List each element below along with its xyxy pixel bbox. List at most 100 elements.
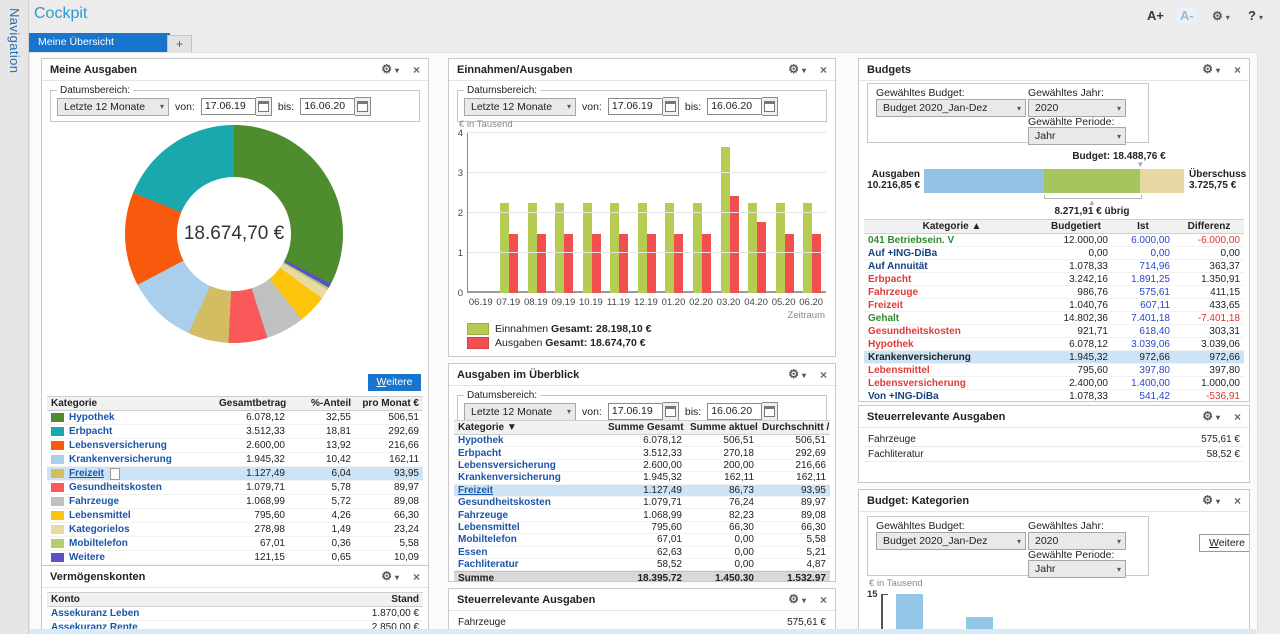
table-row[interactable]: Erbpacht 3.242,16 1.891,25 1.350,91 [864,273,1244,286]
table-row[interactable]: Hypothek 6.078,12 3.039,06 3.039,06 [864,338,1244,351]
table-row[interactable]: Freizeit 1.040,76 607,11 433,65 [864,299,1244,312]
date-preset-select[interactable]: Letzte 12 Monate ▾ [464,402,576,421]
ausgaben-bar[interactable] [757,222,767,293]
bis-date-value[interactable]: 16.06.20 [707,98,763,115]
list-item[interactable]: Fahrzeuge 575,61 € [454,615,830,630]
close-icon[interactable]: × [1233,493,1241,508]
calendar-button[interactable] [662,97,679,116]
category-link[interactable]: Erbpacht [69,426,113,437]
budget-select[interactable]: Budget 2020_Jan-Dez ▾ [876,532,1026,550]
einnahmen-bar[interactable] [637,203,647,293]
table-row[interactable]: Fahrzeuge 1.068,99 82,23 89,08 [454,509,830,522]
list-item[interactable]: Fahrzeuge 575,61 € [864,432,1244,447]
category-link[interactable]: Fahrzeuge [868,286,919,298]
bis-date-value[interactable]: 16.06.20 [300,98,356,115]
table-row[interactable]: Freizeit 1.127,49 86,73 93,95 [454,484,830,497]
close-icon[interactable]: × [412,62,420,77]
table-row[interactable]: Freizeit 1.127,49 6,04 93,95 [47,467,423,481]
table-row[interactable]: Fahrzeuge 986,76 575,61 411,15 [864,286,1244,299]
category-link[interactable]: Mobiltelefon [69,538,128,549]
account-link[interactable]: Assekuranz Rente [51,622,138,633]
font-decrease-button[interactable]: A- [1177,8,1197,23]
table-row[interactable]: Hypothek 6.078,12 32,55 506,51 [47,411,423,425]
category-link[interactable]: Hypothek [868,338,914,350]
add-tab-button[interactable]: + [167,35,192,53]
panel-settings-button[interactable]: ⚙ ▾ [788,593,806,606]
category-link[interactable]: Von +ING-DiBa [868,390,939,402]
table-row[interactable]: Krankenversicherung 1.945,32 972,66 972,66 [864,351,1244,364]
list-item[interactable]: Fachliteratur 58,52 € [864,447,1244,462]
category-link[interactable]: Krankenversicherung [868,351,971,363]
column-header[interactable]: Durchschnitt / Mo... [762,422,830,433]
year-select[interactable]: 2020 ▾ [1028,99,1126,117]
panel-settings-button[interactable]: ⚙ ▾ [381,63,399,76]
table-row[interactable]: Mobiltelefon 67,01 0,36 5,58 [47,537,423,551]
close-icon[interactable]: × [1233,62,1241,77]
column-header[interactable]: Kategorie ▲ [922,221,982,232]
table-row[interactable]: Lebensmittel 795,60 66,30 66,30 [454,521,830,535]
table-row[interactable]: Krankenversicherung 1.945,32 162,11 162,11 [454,472,830,485]
table-row[interactable]: Hypothek 6.078,12 506,51 506,51 [454,435,830,448]
category-link[interactable]: Lebensmittel [69,510,131,521]
category-link[interactable]: Gesundheitskosten [69,482,162,493]
category-link[interactable]: Lebensversicherung [868,377,966,389]
category-link[interactable]: Fahrzeuge [458,509,509,521]
column-header[interactable]: %-Anteil [311,398,351,409]
table-row[interactable]: Auf Annuität 1.078,33 714,96 363,37 [864,260,1244,273]
ausgaben-bar[interactable] [812,234,822,293]
einnahmen-bar[interactable] [720,147,730,293]
column-header[interactable]: Kategorie ▼ [458,422,517,433]
weitere-button[interactable]: Weitere [1199,534,1249,552]
einnahmen-bar[interactable] [610,203,620,293]
table-row[interactable]: Assekuranz Rente 2.850,00 € [47,621,423,634]
category-link[interactable]: Fahrzeuge [69,496,120,507]
category-link[interactable]: Krankenversicherung [458,472,561,484]
calendar-button[interactable] [762,402,779,421]
table-row[interactable]: Gesundheitskosten 921,71 618,40 303,31 [864,325,1244,338]
table-row[interactable]: Lebensversicherung 2.600,00 13,92 216,66 [47,439,423,453]
navigation-label[interactable]: Navigation [7,8,22,74]
category-link[interactable]: Lebensversicherung [458,459,556,471]
period-select[interactable]: Jahr ▾ [1028,560,1126,578]
period-select[interactable]: Jahr ▾ [1028,127,1126,145]
close-icon[interactable]: × [819,62,827,77]
expenses-donut-chart[interactable]: 18.674,70 € [125,125,343,343]
panel-settings-button[interactable]: ⚙ ▾ [381,570,399,583]
category-link[interactable]: Lebensmittel [458,521,520,533]
column-header[interactable]: Summe Gesamt ▼ [608,422,686,433]
einnahmen-bar[interactable] [665,203,675,293]
category-link[interactable]: Auf Annuität [868,260,928,272]
category-link[interactable]: Lebensmittel [868,364,930,376]
table-row[interactable]: Fahrzeuge 1.068,99 5,72 89,08 [47,495,423,509]
table-row[interactable]: Mobiltelefon 67,01 0,00 5,58 [454,534,830,547]
weitere-button[interactable]: Weitere [368,374,421,391]
ausgaben-bar[interactable] [784,234,794,293]
category-link[interactable]: Erbpacht [868,273,912,285]
budget-select[interactable]: Budget 2020_Jan-Dez ▾ [876,99,1026,117]
category-link[interactable]: Lebensversicherung [69,440,167,451]
von-date-value[interactable]: 17.06.19 [607,98,663,115]
table-row[interactable]: 041 Betriebsein. V 12.000,00 6.000,00 -6.00… [864,234,1244,247]
ausgaben-bar[interactable] [509,234,519,293]
table-row[interactable]: Lebensmittel 795,60 4,26 66,30 [47,509,423,523]
ausgaben-bar[interactable] [646,234,656,293]
year-select[interactable]: 2020 ▾ [1028,532,1126,550]
einnahmen-bar[interactable] [500,203,510,293]
category-link[interactable]: Weitere [69,552,105,563]
table-row[interactable]: Krankenversicherung 1.945,32 10,42 162,11 [47,453,423,467]
calendar-button[interactable] [662,402,679,421]
ausgaben-bar[interactable] [729,196,739,293]
category-link[interactable]: Freizeit [69,468,105,479]
account-link[interactable]: Assekuranz Leben [51,608,140,619]
einnahmen-bar[interactable] [803,203,813,293]
category-link[interactable]: Freizeit [868,299,904,311]
close-icon[interactable]: × [819,367,827,382]
column-header[interactable]: Differenz [1187,221,1231,232]
panel-settings-button[interactable]: ⚙ ▾ [788,368,806,381]
tab-meine-uebersicht[interactable]: Meine Übersicht [29,33,170,52]
navigation-strip[interactable]: Navigation [0,0,29,634]
von-date-value[interactable]: 17.06.19 [200,98,256,115]
category-link[interactable]: Auf +ING-DiBa [868,247,938,259]
panel-settings-button[interactable]: ⚙ ▾ [1202,494,1220,507]
table-row[interactable]: Assekuranz Leben 1.870,00 € [47,607,423,621]
